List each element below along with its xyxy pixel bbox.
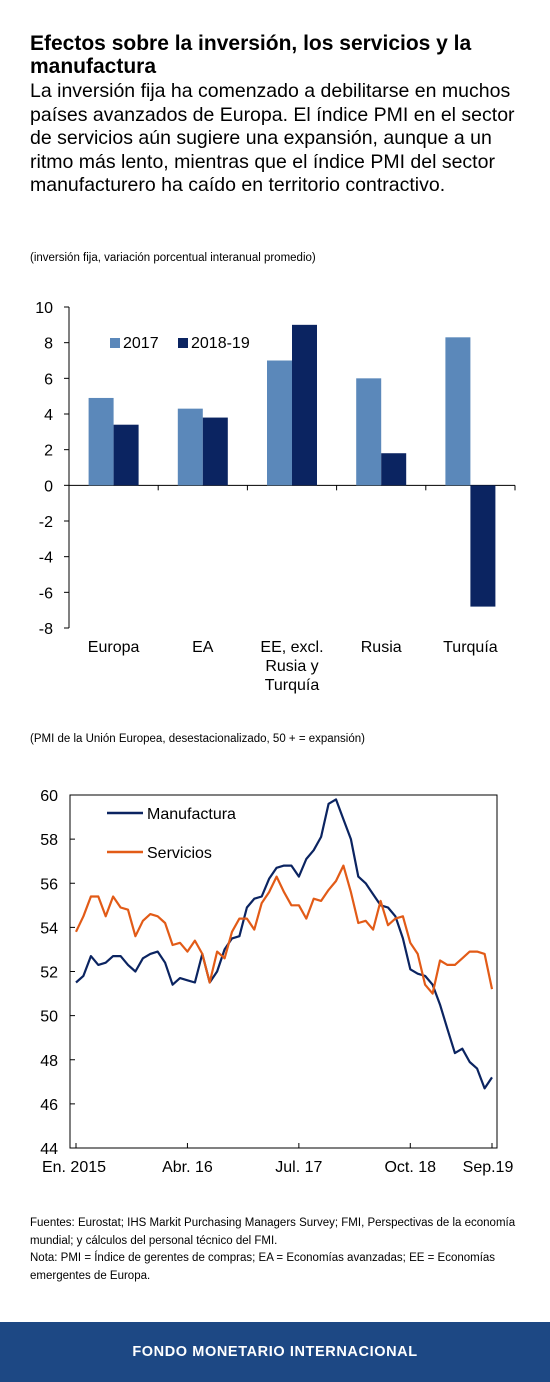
imf-footer-banner: FONDO MONETARIO INTERNACIONAL <box>0 1322 550 1382</box>
bar-2017-1 <box>177 408 203 486</box>
legend-label: 2018-19 <box>191 335 250 352</box>
bar-2017-2 <box>267 360 292 486</box>
y-tick-label: 48 <box>40 1053 58 1070</box>
y-tick-label: 44 <box>40 1141 58 1158</box>
abbreviations-note: Nota: PMI = Índice de gerentes de compra… <box>30 1252 496 1282</box>
y-tick-label: 0 <box>44 478 53 495</box>
legend-swatch <box>110 338 120 348</box>
legend-label: Servicios <box>147 845 212 862</box>
x-category-label: EA <box>192 639 214 656</box>
y-tick-label: 52 <box>40 965 58 982</box>
legend-label: 2017 <box>123 335 159 352</box>
bar-2017-4 <box>445 337 471 486</box>
bar-2017-3 <box>356 378 382 486</box>
y-tick-label: -6 <box>39 585 53 602</box>
series-line-Manufactura <box>75 798 493 1090</box>
bar-2018-19-0 <box>113 424 139 486</box>
investment-bar-chart: 10 8 6 4 2 0 -2 -4 -6 -8 Europa EA EE, excl. Rusia y T… <box>35 300 516 694</box>
x-category-label: Turquía <box>443 639 498 656</box>
y-tick-label: 46 <box>40 1097 58 1114</box>
y-tick-label: 54 <box>40 920 58 937</box>
y-tick-label: 8 <box>44 336 53 353</box>
sources-note: Fuentes: Eurostat; IHS Markit Purchasing… <box>30 1217 516 1247</box>
y-tick-label: 2 <box>44 443 53 460</box>
bar-2018-19-2 <box>292 324 317 486</box>
y-tick-label: -4 <box>39 550 53 567</box>
x-tick-label: En. 2015 <box>42 1159 106 1176</box>
chart-subtitle: La inversión fija ha comenzado a debilit… <box>30 80 515 196</box>
line-chart-units-note: (PMI de la Unión Europea, desestacionali… <box>30 733 365 745</box>
x-category-label: EE, excl. <box>260 639 323 656</box>
y-tick-label: 56 <box>40 876 58 893</box>
y-tick-label: 50 <box>40 1009 58 1026</box>
x-tick-label: Abr. 16 <box>162 1159 213 1176</box>
chart-title: Efectos sobre la inversión, los servicio… <box>30 32 472 78</box>
x-tick-label: Jul. 17 <box>275 1159 322 1176</box>
footer-label: FONDO MONETARIO INTERNACIONAL <box>132 1344 418 1360</box>
legend-swatch <box>178 338 188 348</box>
bar-2018-19-3 <box>381 453 407 486</box>
y-tick-label: 4 <box>44 407 53 424</box>
bar-2018-19-4 <box>470 485 496 607</box>
bar-2017-0 <box>88 397 114 486</box>
x-category-label: Rusia <box>361 639 402 656</box>
x-category-label: Rusia y <box>265 658 318 675</box>
y-tick-label: 58 <box>40 832 58 849</box>
bar-2018-19-1 <box>202 417 228 486</box>
y-tick-label: 10 <box>35 300 53 317</box>
legend-label: Manufactura <box>147 806 236 823</box>
y-tick-label: -8 <box>39 621 53 638</box>
x-tick-label: Sep.19 <box>463 1159 514 1176</box>
y-tick-label: -2 <box>39 514 53 531</box>
series-line-Servicios <box>75 864 494 995</box>
y-tick-label: 60 <box>40 788 58 805</box>
y-tick-label: 6 <box>44 371 53 388</box>
x-category-label: Turquía <box>265 677 320 694</box>
x-category-label: Europa <box>88 639 140 656</box>
footnotes: Fuentes: Eurostat; IHS Markit Purchasing… <box>30 1215 525 1285</box>
bar-chart-units-note: (inversión fija, variación porcentual in… <box>30 252 316 264</box>
x-tick-label: Oct. 18 <box>384 1159 436 1176</box>
